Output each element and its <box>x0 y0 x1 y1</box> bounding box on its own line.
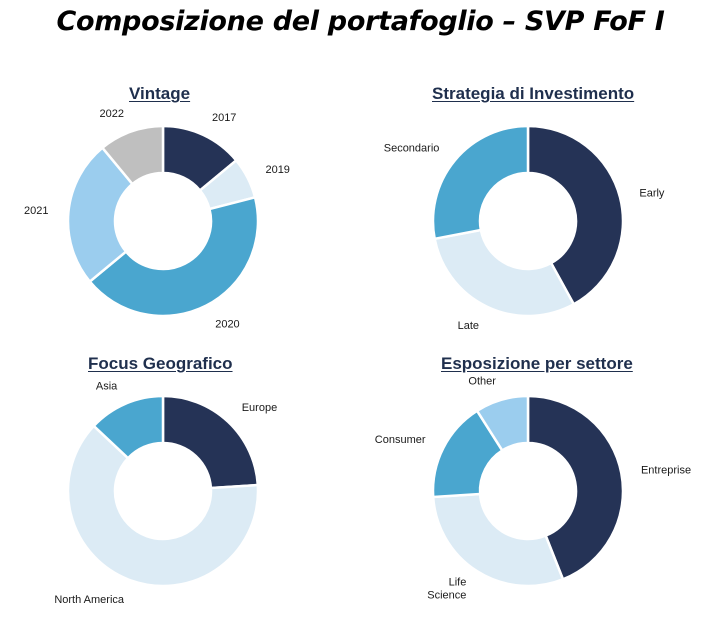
slice-2021 <box>66 146 135 284</box>
chart-title: Focus Geografico <box>88 354 233 373</box>
slice-europe <box>161 394 260 490</box>
chart-vintage: Vintage 2017 2019 2020 2021 2022 <box>0 80 340 350</box>
slice-2022 <box>100 124 165 186</box>
slice-label-consumer: Consumer <box>375 434 426 446</box>
slice-late <box>433 228 576 318</box>
slice-north-america <box>66 424 260 588</box>
slice-entreprise <box>526 394 625 581</box>
slice-label-early: Early <box>639 187 665 199</box>
chart-focus-geografico: Focus Geografico Europe North America Asia <box>0 350 340 620</box>
chart-title: Vintage <box>129 84 191 103</box>
donut-chart: Entreprise Life Science Consumer Other <box>375 376 691 602</box>
donut-chart: Early Late Secondario <box>384 124 665 332</box>
slice-label-2017: 2017 <box>212 112 236 124</box>
chart-esposizione-settore: Esposizione per settore Entreprise Life Sc… <box>365 350 705 620</box>
slice-asia <box>91 394 165 460</box>
page-title: Composizione del portafoglio – SVP FoF I <box>56 6 665 37</box>
slice-2020 <box>88 195 260 318</box>
slice-life-science <box>431 492 565 588</box>
slice-label-europe: Europe <box>242 402 277 414</box>
slice-label-entreprise: Entreprise <box>641 464 691 476</box>
slice-label-life-science: Life Science <box>427 577 466 602</box>
chart-strategia: Strategia di Investimento Early Late Secon… <box>365 80 705 350</box>
slice-label-2021: 2021 <box>24 205 48 217</box>
slice-early <box>526 124 625 306</box>
slice-label-2019: 2019 <box>265 164 289 176</box>
chart-title: Strategia di Investimento <box>432 84 635 103</box>
donut-chart: 2017 2019 2020 2021 2022 <box>24 108 290 331</box>
slice-label-asia: Asia <box>96 380 118 392</box>
slice-label-other: Other <box>468 376 496 388</box>
slice-label-north-america: North America <box>54 594 125 606</box>
slice-label-secondario: Secondario <box>384 143 440 155</box>
donut-chart: Europe North America Asia <box>54 380 277 606</box>
slice-other <box>475 394 530 453</box>
slice-label-2022: 2022 <box>100 108 124 120</box>
slice-label-2020: 2020 <box>215 318 239 330</box>
chart-title: Esposizione per settore <box>441 354 633 373</box>
slice-secondario <box>431 124 530 241</box>
slice-label-late: Late <box>458 320 479 332</box>
